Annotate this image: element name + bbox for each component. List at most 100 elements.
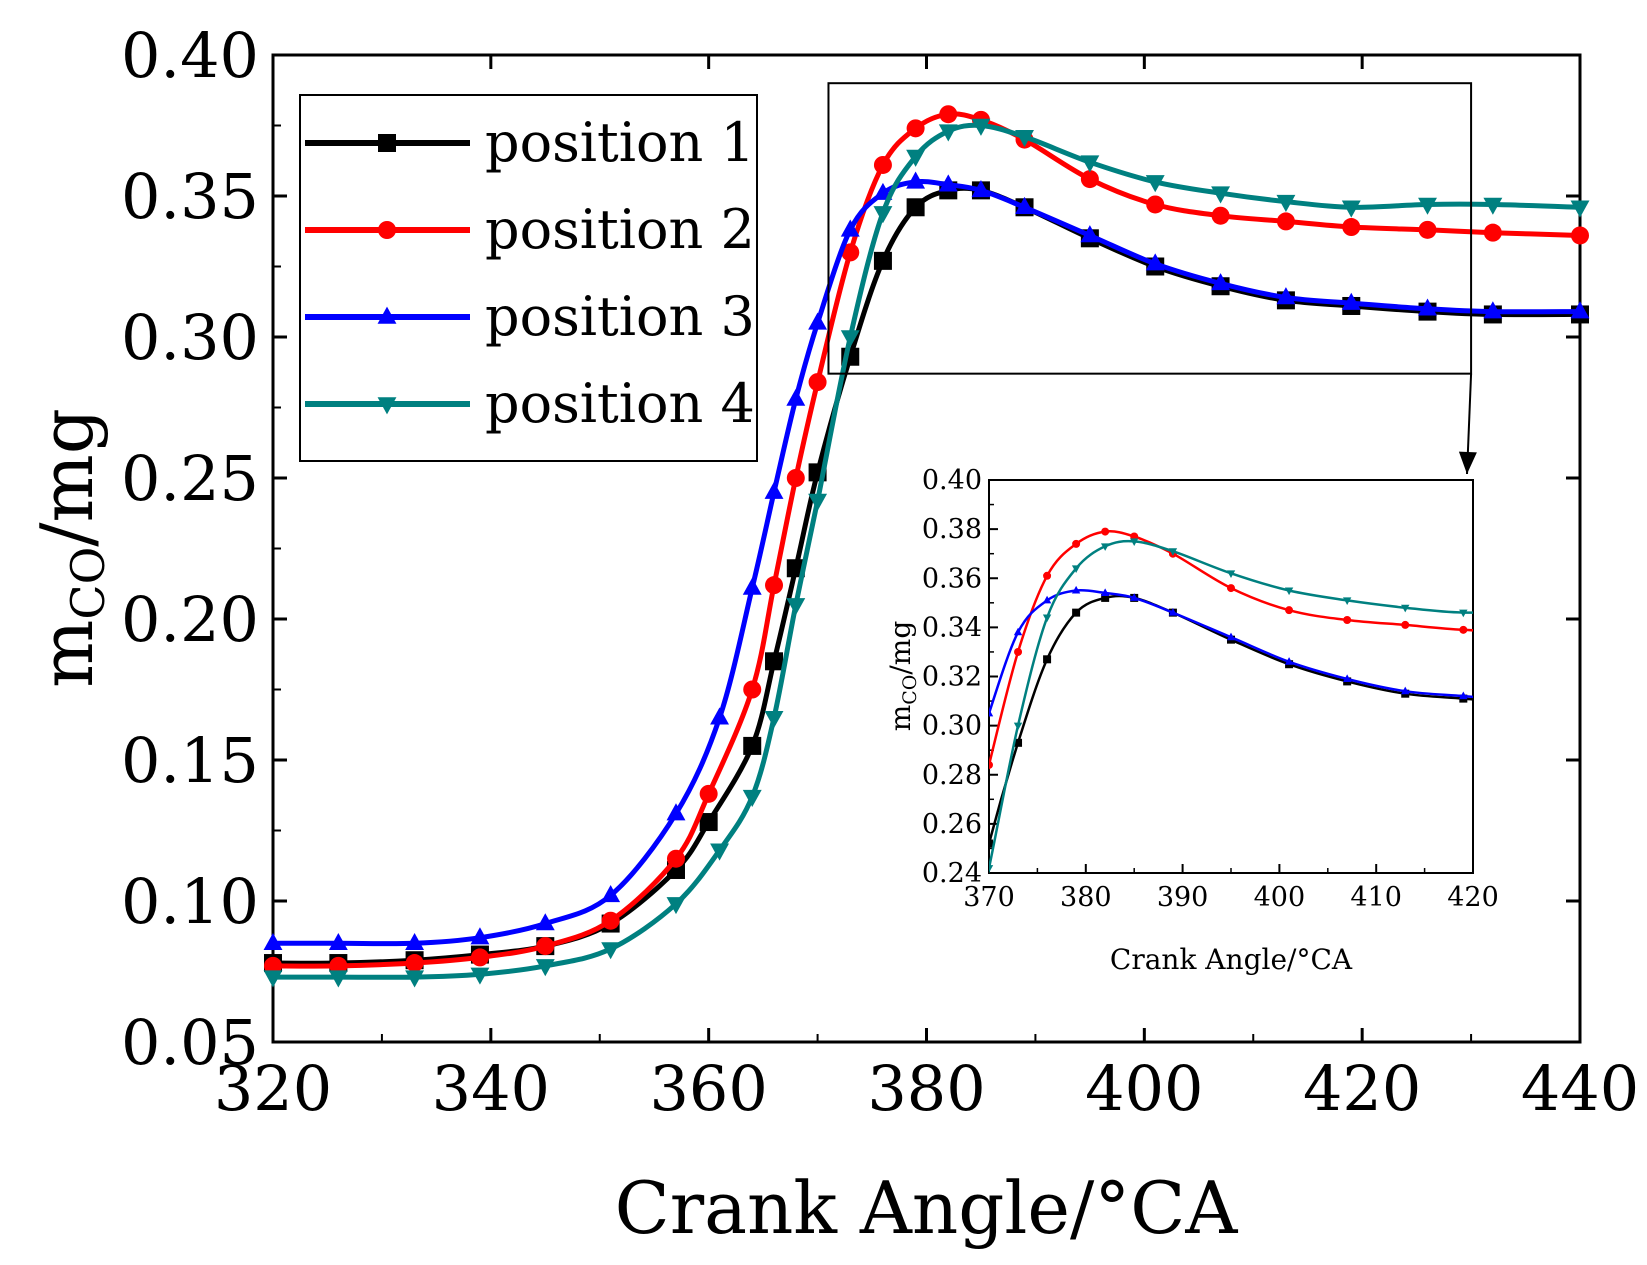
- inset-x-tick-label: 420: [1447, 882, 1499, 913]
- y-tick-label: 0.25: [121, 442, 259, 515]
- series-3-point: [1341, 292, 1361, 310]
- series-4-point: [1211, 186, 1231, 204]
- series-4-point: [1015, 130, 1034, 148]
- legend-label-1: position 1: [485, 111, 755, 174]
- series-4-point: [971, 118, 991, 136]
- inset-series-3-point: [1130, 593, 1139, 601]
- inset-series-3-point: [1226, 632, 1236, 641]
- main-x-axis-title: Crank Angle/°CA: [615, 1166, 1239, 1250]
- inset-series-1-point: [1014, 738, 1023, 747]
- series-3-point: [840, 219, 860, 237]
- inset-x-tick-label: 380: [1060, 882, 1112, 913]
- series-2-point: [906, 119, 925, 138]
- inset-series-3-point: [1168, 608, 1178, 616]
- series-2-point: [1211, 206, 1230, 225]
- series-3-point: [601, 885, 621, 903]
- inset-y-tick-label: 0.26: [922, 809, 982, 840]
- zoom-arrow-head: [1458, 451, 1477, 474]
- y-tick-label: 0.35: [121, 160, 259, 233]
- inset-series-2-point: [1343, 616, 1352, 625]
- series-2-point: [405, 954, 424, 973]
- series-3-point: [1570, 301, 1590, 319]
- inset-y-tick-label: 0.36: [922, 563, 982, 594]
- series-4-point: [764, 710, 784, 729]
- series-2-point: [1146, 195, 1165, 214]
- inset-series-4-point: [1071, 565, 1081, 574]
- inset-series-3-point: [1342, 674, 1352, 682]
- legend-box: [299, 94, 758, 462]
- series-1-point: [765, 652, 784, 671]
- legend-marker-3: [377, 306, 397, 324]
- series-2-point: [536, 937, 555, 956]
- series-4-point: [1418, 197, 1437, 215]
- series-4-point: [328, 970, 348, 988]
- series-2-point: [1080, 170, 1099, 189]
- x-tick-label: 320: [214, 1052, 332, 1125]
- series-3-point: [1483, 301, 1503, 319]
- series-4-point: [840, 330, 860, 348]
- inset-series-4-point: [1401, 604, 1410, 613]
- inset-y-axis-title: mCO/mg: [884, 621, 921, 732]
- series-4-point: [906, 149, 926, 167]
- inset-plot-area: [988, 479, 1474, 874]
- inset-series-3-point: [1042, 595, 1052, 604]
- series-2-point: [1276, 212, 1295, 231]
- series-3-point: [938, 174, 958, 192]
- inset-series-4-point: [1130, 538, 1139, 547]
- x-tick-label: 440: [1521, 1052, 1639, 1125]
- inset-series-2-point: [1101, 527, 1110, 536]
- series-4-point: [873, 206, 893, 224]
- inset-series-3-point: [1013, 627, 1023, 636]
- inset-y-tick-label: 0.38: [922, 514, 982, 545]
- series-3-point: [470, 927, 490, 945]
- zoom-region-box: [827, 82, 1473, 375]
- inset-series-4-point: [1342, 597, 1352, 605]
- inset-series-3-point: [1100, 588, 1110, 596]
- series-3-point: [405, 932, 425, 951]
- y-tick-label: 0.40: [121, 19, 259, 92]
- series-4-point: [1276, 194, 1296, 212]
- y-tick-label: 0.10: [121, 865, 259, 938]
- series-4-point: [808, 493, 828, 511]
- series-4-point: [263, 970, 283, 988]
- main-y-axis-title: mCO/mg: [25, 408, 115, 688]
- x-tick-label: 420: [1303, 1052, 1421, 1125]
- inset-series-2-point: [989, 760, 993, 769]
- series-2-point: [786, 469, 805, 487]
- series-3-point: [263, 932, 283, 951]
- y-tick-label: 0.15: [121, 724, 259, 797]
- series-3-point: [1276, 287, 1296, 305]
- inset-series-4-point: [1013, 722, 1023, 731]
- series-3-point: [328, 932, 348, 951]
- x-tick-label: 340: [432, 1052, 550, 1125]
- y-tick-label: 0.05: [121, 1006, 259, 1079]
- inset-series-2-point: [1072, 539, 1081, 548]
- inset-y-tick-label: 0.40: [922, 465, 982, 496]
- inset-series-3-point: [989, 708, 994, 717]
- series-4-point: [1080, 155, 1100, 173]
- series-1-point: [906, 198, 925, 217]
- legend-marker-2: [378, 221, 396, 239]
- series-4-point: [405, 970, 425, 988]
- series-line-4: [273, 122, 1581, 980]
- series-3-point: [1015, 196, 1034, 215]
- series-4-point: [1483, 197, 1503, 215]
- inset-series-4-point: [1459, 609, 1468, 618]
- inset-series-4-point: [1100, 543, 1110, 551]
- inset-x-axis-title: Crank Angle/°CA: [1110, 943, 1353, 976]
- main-tick-labels: 320 340 360 380 400 420 440 0.05 0.10 0.15 0.20 0.2…: [121, 19, 1639, 1125]
- inset-series-4-point: [1168, 548, 1178, 556]
- inset-series-1-point: [1072, 608, 1081, 617]
- inset-y-tick-label: 0.30: [922, 711, 982, 742]
- series-2-point: [841, 243, 860, 262]
- series-2-point: [743, 680, 762, 699]
- inset-series-4-point: [1042, 614, 1052, 623]
- inset-series-1-point: [1043, 655, 1052, 664]
- inset-x-tick-label: 410: [1350, 882, 1402, 913]
- series-4-point: [470, 967, 490, 985]
- series-1-point: [743, 736, 762, 755]
- series-2-point: [329, 956, 348, 975]
- series-3-point: [666, 803, 686, 821]
- inset-series-line-3: [989, 588, 1473, 718]
